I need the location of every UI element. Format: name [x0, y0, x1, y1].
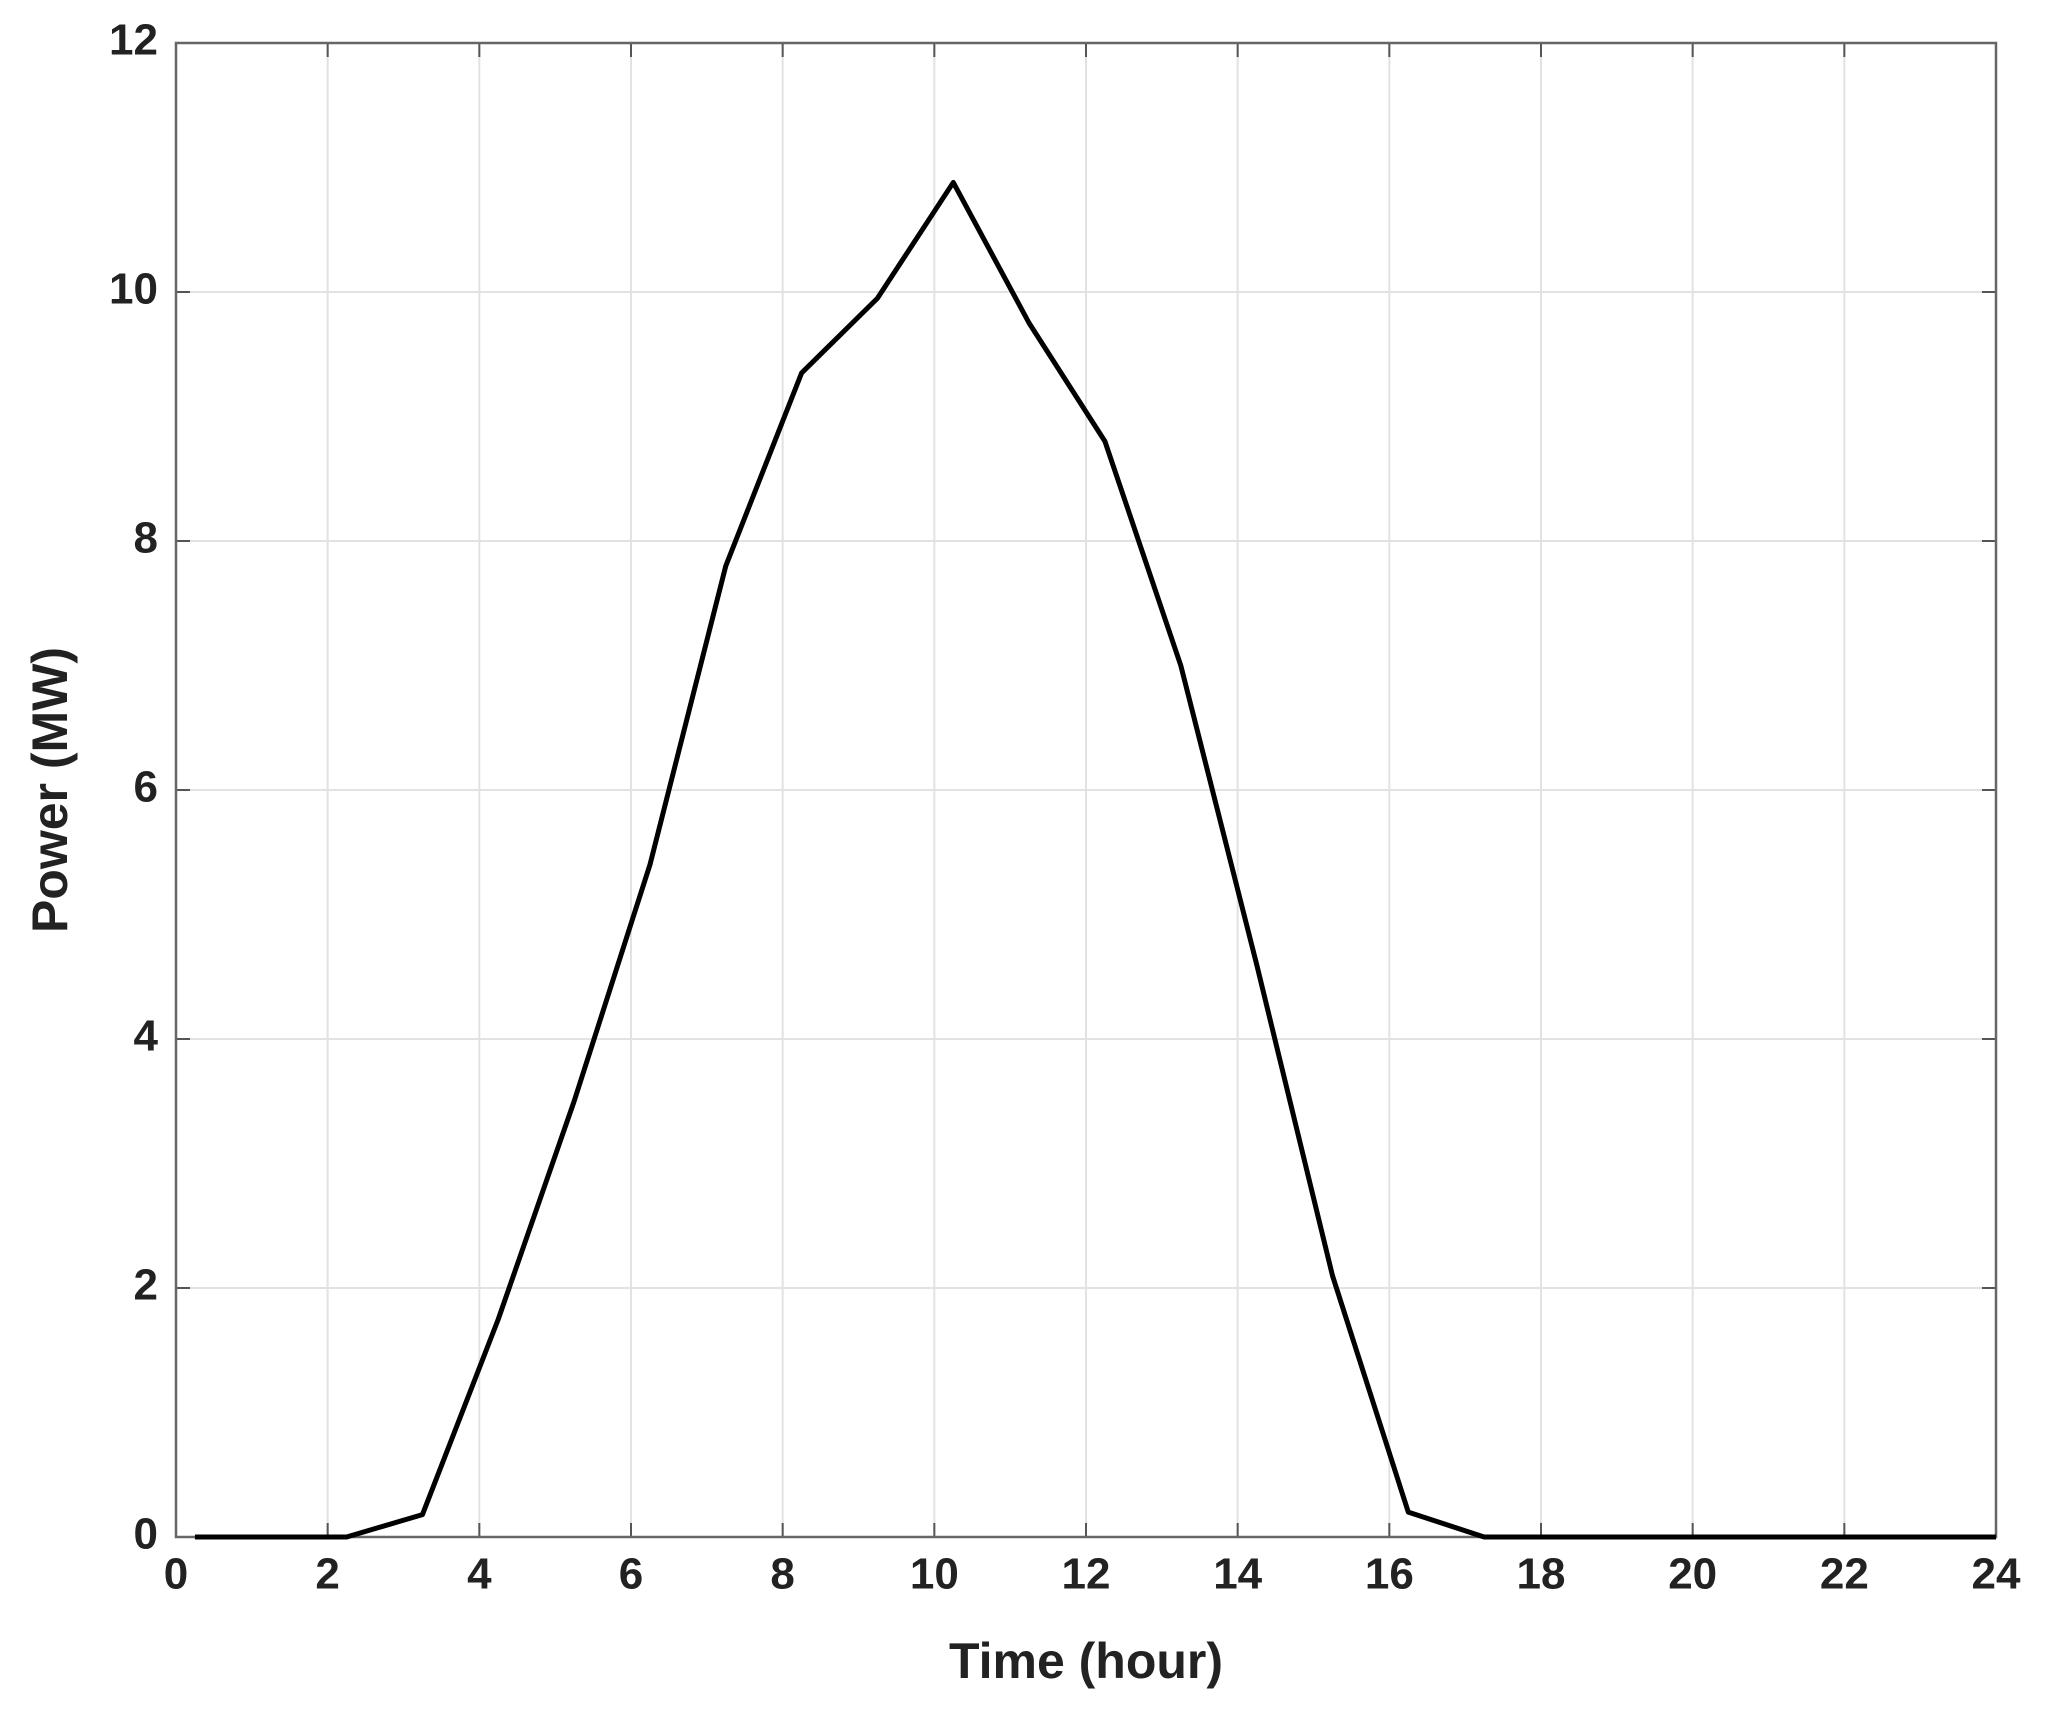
- y-axis-label: Power (MW): [22, 647, 78, 933]
- x-tick-label: 0: [164, 1550, 188, 1599]
- x-tick-label: 24: [1972, 1550, 2021, 1599]
- y-tick-label: 0: [134, 1510, 158, 1559]
- y-tick-label: 8: [134, 514, 158, 563]
- data-line: [194, 179, 1996, 1540]
- plot-frame: [174, 41, 1998, 1539]
- y-tick-label: 4: [134, 1012, 159, 1061]
- x-tick-label: 16: [1365, 1550, 1414, 1599]
- x-tick-label: 20: [1668, 1550, 1717, 1599]
- x-axis-label: Time (hour): [949, 1633, 1223, 1689]
- y-tick-label: 2: [134, 1261, 158, 1310]
- x-tick-label: 22: [1820, 1550, 1869, 1599]
- x-tick-label: 2: [315, 1550, 339, 1599]
- x-tick-label: 18: [1517, 1550, 1566, 1599]
- x-tick-label: 6: [619, 1550, 643, 1599]
- x-tick-label: 8: [770, 1550, 794, 1599]
- y-tick-label: 6: [134, 763, 158, 812]
- x-tick-label: 14: [1213, 1550, 1262, 1599]
- x-tick-label: 12: [1062, 1550, 1111, 1599]
- y-tick-label: 12: [109, 16, 158, 65]
- x-tick-label: 10: [910, 1550, 959, 1599]
- y-tick-label: 10: [109, 265, 158, 314]
- x-tick-label: 4: [467, 1550, 492, 1599]
